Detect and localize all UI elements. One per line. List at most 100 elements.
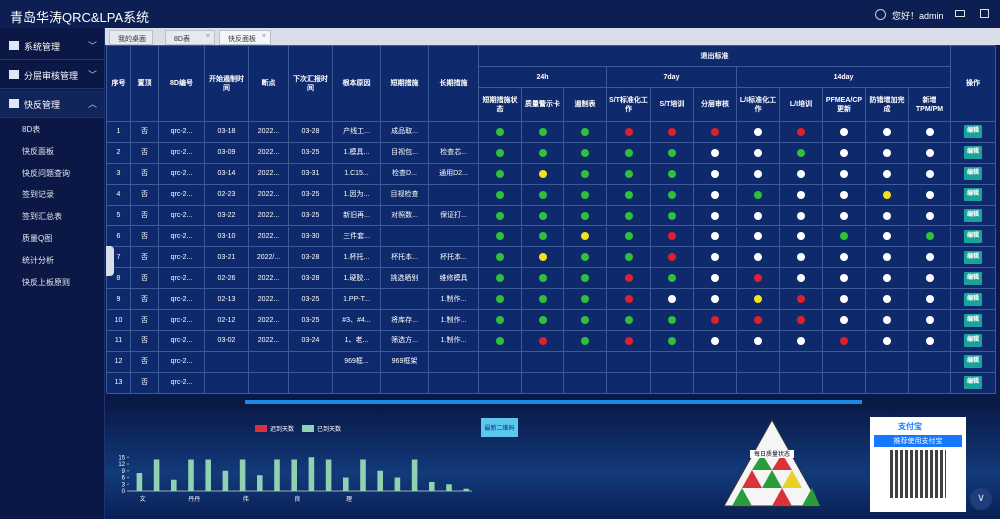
submenu-item[interactable]: 快反问题查询 <box>22 168 70 178</box>
collapse-toggle[interactable] <box>106 246 114 276</box>
edit-button[interactable]: 编辑 <box>963 209 982 223</box>
submenu-item[interactable]: 统计分析 <box>22 255 54 265</box>
fullscreen-icon[interactable] <box>980 9 989 18</box>
table-cell: 维修模具 <box>429 268 479 290</box>
status-cell <box>823 268 866 290</box>
bottom-panel <box>105 406 1000 519</box>
bar <box>360 459 366 491</box>
table-cell: 4 <box>107 184 131 206</box>
menu-item[interactable] <box>0 61 104 89</box>
bar <box>429 482 435 491</box>
scrollbar-thumb[interactable] <box>245 400 862 404</box>
table-cell: 保证打... <box>429 205 479 227</box>
table-cell: 成品取... <box>381 122 429 143</box>
status-dot <box>538 127 547 136</box>
edit-button[interactable]: 编辑 <box>963 229 982 243</box>
status-cell <box>651 268 694 290</box>
table-cell: 1.制作... <box>429 289 479 311</box>
scroll-down[interactable]: ∨ <box>970 488 992 510</box>
table-cell: 03-25 <box>289 205 333 227</box>
status-dot <box>883 232 891 241</box>
status-dot <box>883 148 891 157</box>
menu-item[interactable] <box>0 32 104 60</box>
status-dot <box>797 190 805 199</box>
edit-button[interactable]: 编辑 <box>963 334 982 348</box>
status-dot <box>538 336 547 345</box>
edit-button[interactable]: 编辑 <box>963 188 982 202</box>
status-cell <box>607 310 651 331</box>
table-cell: 否 <box>131 184 159 206</box>
header-cell: 长期措施 <box>429 46 479 122</box>
status-cell <box>651 142 694 164</box>
status-dot <box>538 316 547 325</box>
table-cell: 否 <box>131 205 159 227</box>
status-dot <box>624 190 633 199</box>
status-dot <box>754 295 762 304</box>
tab[interactable]: 8D表 × <box>165 30 215 45</box>
submenu-item[interactable]: 快反面板 <box>22 146 54 156</box>
edit-button[interactable]: 编辑 <box>963 125 982 139</box>
app-title: 青岛华涛QRC&LPA系统 <box>10 10 150 25</box>
table-cell: 1 <box>107 122 131 143</box>
status-cell <box>479 372 522 394</box>
status-dot <box>668 295 676 304</box>
tab-close[interactable]: × <box>261 33 266 40</box>
table-cell: qrc-2... <box>159 331 205 352</box>
edit-button[interactable]: 编辑 <box>963 376 982 390</box>
submenu-item[interactable]: 签到汇总表 <box>22 212 62 222</box>
status-dot <box>840 253 848 262</box>
status-cell <box>780 331 823 352</box>
status-cell <box>780 247 823 269</box>
edit-button[interactable]: 编辑 <box>963 355 982 369</box>
status-cell <box>651 372 694 394</box>
submenu-item[interactable]: 质量Q图 <box>22 234 53 243</box>
mail-icon[interactable] <box>955 10 965 17</box>
status-cell <box>823 122 866 143</box>
submenu-item[interactable]: 8D表 <box>22 125 41 134</box>
table-cell <box>289 372 333 394</box>
table-cell: 1.因为... <box>333 184 381 206</box>
status-dot <box>496 169 504 178</box>
tab[interactable]: 快反面板 × <box>219 30 271 45</box>
action-cell: 编辑 <box>951 268 996 290</box>
edit-button[interactable]: 编辑 <box>963 292 982 306</box>
bar <box>205 459 211 491</box>
table-cell: 03-31 <box>289 163 333 185</box>
tab-bar: 我的桌面 8D表 × 快反面板 × <box>105 28 1000 45</box>
table-cell: 2022... <box>249 310 289 331</box>
edit-button[interactable]: 编辑 <box>963 167 982 181</box>
avatar[interactable] <box>875 9 886 20</box>
edit-button[interactable]: 编辑 <box>963 271 982 285</box>
table-cell: 1、老... <box>333 331 381 352</box>
bar <box>308 457 315 491</box>
status-cell <box>694 310 737 331</box>
table-cell: 02-13 <box>205 289 249 311</box>
header-cell: 短期措施 <box>381 46 429 122</box>
status-cell <box>909 205 951 227</box>
status-cell <box>522 310 564 331</box>
edit-button[interactable]: 编辑 <box>963 146 982 160</box>
table-cell <box>429 226 479 248</box>
submenu-item[interactable]: 签到记录 <box>22 190 54 200</box>
status-cell <box>823 310 866 331</box>
status-dot <box>883 336 891 345</box>
status-cell <box>651 184 694 206</box>
status-cell <box>651 122 694 143</box>
ad-card[interactable]: 支付宝 推荐使用支付宝 <box>870 417 966 512</box>
status-dot <box>754 232 762 241</box>
user-name[interactable]: 您好！admin <box>892 11 944 21</box>
table-cell: 1.制作... <box>429 331 479 352</box>
status-cell <box>522 163 564 185</box>
bar <box>291 459 297 491</box>
status-dot <box>711 253 719 262</box>
edit-button[interactable]: 编辑 <box>963 250 982 264</box>
tab-close[interactable]: × <box>205 33 210 40</box>
submenu-item[interactable]: 快反上板原则 <box>22 277 70 287</box>
status-cell <box>651 310 694 331</box>
check-header: L/I培训 <box>780 88 823 122</box>
qr-button[interactable]: 最新二维码 <box>481 418 518 437</box>
status-cell <box>866 289 909 311</box>
edit-button[interactable]: 编辑 <box>963 313 982 327</box>
tab[interactable]: 我的桌面 <box>109 30 153 45</box>
table-cell: 筛选方... <box>381 331 429 352</box>
